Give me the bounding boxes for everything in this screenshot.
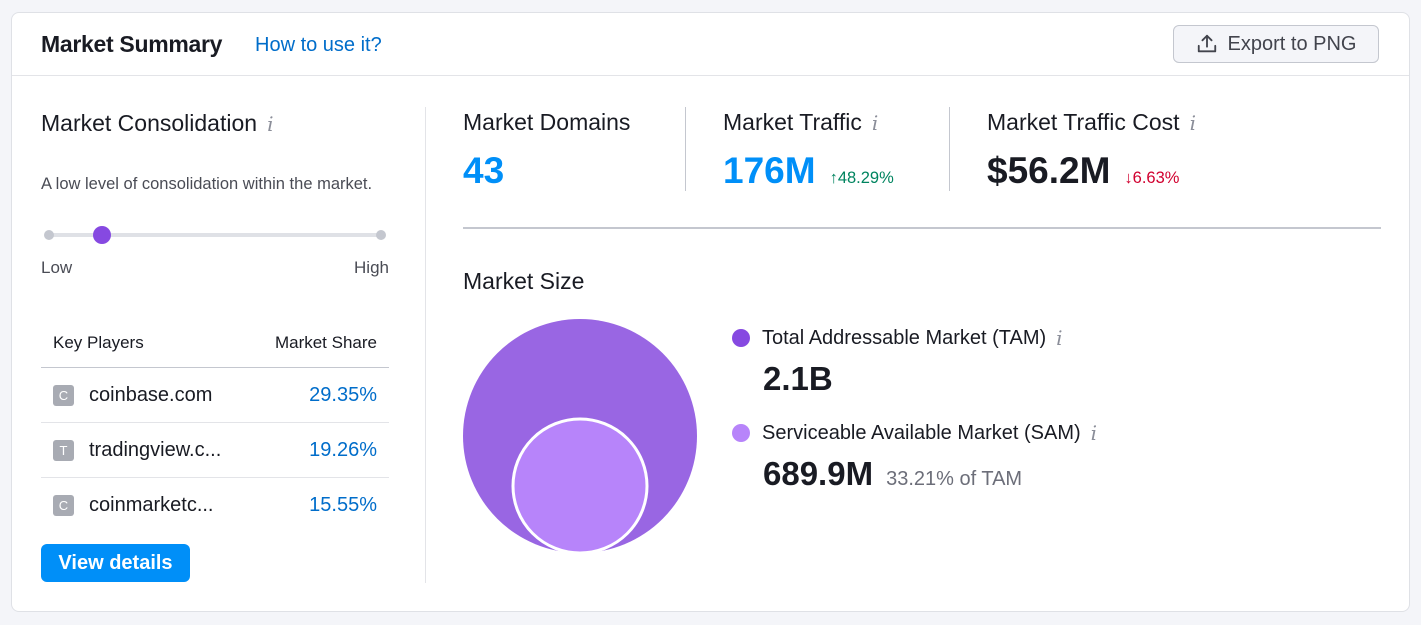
info-icon[interactable]: i <box>1189 111 1196 135</box>
domains-value[interactable]: 43 <box>463 150 505 191</box>
metric-label-row: Market Traffic Cost i <box>987 109 1196 136</box>
scale-marker <box>92 226 111 244</box>
section-divider <box>463 227 1381 229</box>
tam-label: Total Addressable Market (TAM) <box>762 326 1047 349</box>
how-to-use-link[interactable]: How to use it? <box>255 34 382 56</box>
column-divider <box>425 107 426 583</box>
legend-row: Total Addressable Market (TAM) i <box>732 326 1063 350</box>
info-icon[interactable]: i <box>1090 421 1098 445</box>
legend-row: Serviceable Available Market (SAM) i <box>732 421 1097 445</box>
info-icon[interactable]: i <box>871 111 879 135</box>
scale-high-label: High <box>354 258 389 277</box>
metric-value: $56.2M ↓6.63% <box>987 150 1196 192</box>
page-title: Market Summary <box>41 31 223 57</box>
col-key-players: Key Players <box>53 332 144 352</box>
favicon-icon: C <box>53 495 74 516</box>
metric-label: Market Traffic Cost <box>987 109 1180 135</box>
favicon-icon: C <box>53 384 74 406</box>
metric-label-row: Market Traffic i <box>723 109 894 136</box>
col-market-share: Market Share <box>274 332 377 352</box>
sam-percent: 33.21% of TAM <box>886 468 1023 490</box>
metric-label: Market Traffic <box>723 109 862 135</box>
metric-market-traffic: Market Traffic i 176M ↑48.29% <box>723 107 894 191</box>
key-players-table: Key Players Market Share C coinbase.com … <box>41 318 389 533</box>
market-share-link[interactable]: 19.26% <box>309 438 377 461</box>
metric-value: 43 <box>463 150 630 192</box>
upload-icon <box>1197 34 1216 53</box>
scale-low-label: Low <box>41 258 73 277</box>
consolidation-title-row: Market Consolidation i <box>41 110 273 137</box>
traffic-delta: ↑48.29% <box>829 169 894 187</box>
view-details-button[interactable]: View details <box>41 544 190 582</box>
tam-swatch <box>732 329 750 347</box>
sam-label: Serviceable Available Market (SAM) <box>762 421 1081 444</box>
sam-legend: Serviceable Available Market (SAM) i 689… <box>732 421 1097 493</box>
sam-circle <box>511 417 649 553</box>
table-header: Key Players Market Share <box>41 318 389 368</box>
tam-value-row: 2.1B <box>763 360 1063 398</box>
info-icon[interactable]: i <box>1056 326 1063 350</box>
scale-track <box>48 233 382 237</box>
metric-label: Market Domains <box>463 109 631 135</box>
metric-market-traffic-cost: Market Traffic Cost i $56.2M ↓6.63% <box>987 107 1196 191</box>
table-row: C coinbase.com 29.35% <box>41 368 389 423</box>
consolidation-scale <box>44 226 386 244</box>
metric-divider <box>949 107 950 191</box>
card-header: Market Summary How to use it? Export to … <box>12 13 1409 76</box>
info-icon[interactable]: i <box>267 112 274 136</box>
market-share-link[interactable]: 15.55% <box>309 494 377 516</box>
consolidation-title: Market Consolidation <box>41 110 258 136</box>
metric-value: 176M ↑48.29% <box>723 150 894 192</box>
tam-value: 2.1B <box>763 360 833 397</box>
table-row: C coinmarketc... 15.55% <box>41 478 389 533</box>
export-png-button[interactable]: Export to PNG <box>1173 25 1379 63</box>
scale-end-dot <box>376 230 386 240</box>
traffic-value: 176M <box>723 150 816 191</box>
market-size-title: Market Size <box>463 268 585 294</box>
market-summary-card: Market Summary How to use it? Export to … <box>11 12 1410 612</box>
cost-value: $56.2M <box>987 150 1111 191</box>
market-size-chart <box>463 319 697 553</box>
metric-divider <box>685 107 686 191</box>
favicon-icon: T <box>53 439 74 461</box>
domain-link[interactable]: coinbase.com <box>89 383 213 406</box>
domain-link[interactable]: coinmarketc... <box>89 494 214 516</box>
sam-swatch <box>732 424 750 442</box>
market-share-link[interactable]: 29.35% <box>309 383 377 406</box>
domain-link[interactable]: tradingview.c... <box>89 438 222 461</box>
consolidation-description: A low level of consolidation within the … <box>41 175 373 193</box>
metric-market-domains: Market Domains 43 <box>463 107 630 191</box>
sam-value: 689.9M <box>763 455 874 492</box>
consolidation-panel: Market Consolidation i A low level of con… <box>41 76 389 612</box>
table-row: T tradingview.c... 19.26% <box>41 423 389 478</box>
cost-delta: ↓6.63% <box>1124 169 1180 187</box>
export-label: Export to PNG <box>1227 32 1357 55</box>
tam-legend: Total Addressable Market (TAM) i 2.1B <box>732 326 1063 398</box>
sam-value-row: 689.9M 33.21% of TAM <box>763 455 1097 493</box>
scale-start-dot <box>44 230 54 240</box>
